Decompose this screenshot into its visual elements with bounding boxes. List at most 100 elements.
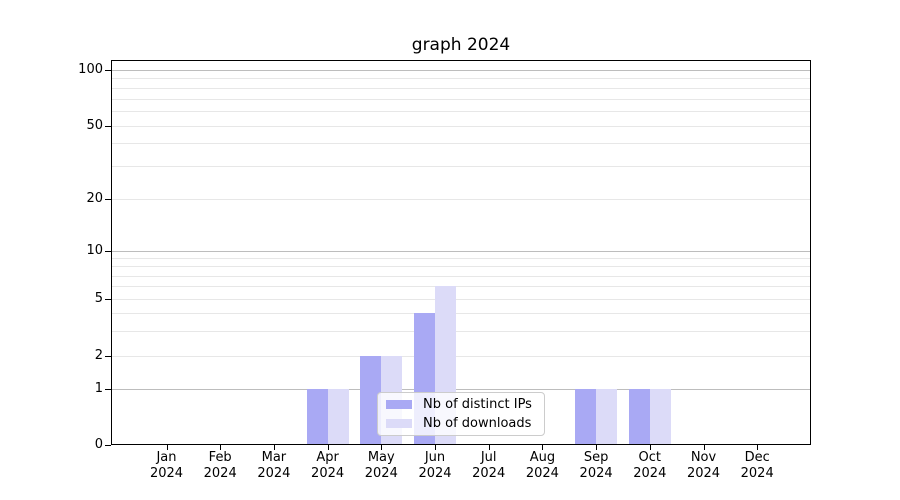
bar-downloads [649, 389, 671, 445]
x-tick-label: May 2024 [350, 450, 412, 482]
x-tick-mark [596, 445, 598, 450]
minor-gridline [111, 87, 811, 89]
minor-gridline [111, 110, 811, 112]
minor-gridline [111, 125, 811, 127]
x-tick-mark [703, 445, 705, 450]
bar-distinct-ips [306, 389, 328, 445]
y-tick-mark [105, 445, 111, 446]
x-tick-label: Oct 2024 [619, 450, 681, 482]
bar-downloads [327, 389, 349, 445]
x-tick-label: Mar 2024 [243, 450, 305, 482]
y-tick-mark [105, 70, 111, 71]
y-tick-label: 50 [86, 117, 103, 133]
x-tick-year: 2024 [257, 466, 291, 481]
y-tick-mark [105, 299, 111, 300]
major-gridline [111, 251, 811, 252]
minor-gridline [111, 166, 811, 168]
x-tick-year: 2024 [686, 466, 721, 481]
x-tick-month: Aug [529, 450, 556, 465]
x-tick-month: Jul [480, 450, 497, 465]
y-tick-label: 5 [94, 291, 103, 306]
y-tick-mark [105, 125, 111, 127]
major-gridline [111, 389, 811, 390]
legend-item-distinct-ips: Nb of distinct IPs [386, 397, 544, 412]
minor-gridline [111, 98, 811, 100]
x-tick-label: Nov 2024 [673, 450, 735, 482]
x-tick-month: Mar [261, 450, 287, 465]
bar-distinct-ips [575, 389, 597, 445]
x-tick-mark [488, 445, 490, 450]
minor-gridline [111, 78, 811, 80]
legend: Nb of distinct IPs Nb of downloads [377, 392, 545, 436]
y-tick-mark [105, 356, 111, 357]
x-tick-year: 2024 [472, 466, 506, 481]
x-tick-year: 2024 [740, 466, 774, 481]
x-tick-month: Oct [638, 450, 662, 465]
chart-title: graph 2024 [411, 35, 511, 55]
x-tick-mark [327, 445, 329, 450]
legend-swatch-downloads [386, 419, 412, 428]
legend-label-downloads: Nb of downloads [423, 416, 532, 431]
minor-gridline [111, 258, 811, 260]
bar-downloads [596, 389, 618, 445]
x-tick-year: 2024 [203, 466, 237, 481]
major-gridline [111, 70, 811, 71]
x-tick-month: Sep [583, 450, 609, 465]
legend-label-distinct-ips: Nb of distinct IPs [423, 397, 532, 412]
x-tick-label: Jan 2024 [136, 450, 198, 482]
x-tick-label: Sep 2024 [565, 450, 627, 482]
x-tick-label: Dec 2024 [726, 450, 788, 482]
minor-gridline [111, 312, 811, 314]
x-tick-year: 2024 [364, 466, 398, 481]
x-tick-label: Feb 2024 [189, 450, 251, 482]
plot-area [111, 60, 811, 445]
minor-gridline [111, 266, 811, 268]
x-tick-mark [166, 445, 168, 450]
minor-gridline [111, 198, 811, 200]
legend-item-downloads: Nb of downloads [386, 416, 544, 431]
x-tick-year: 2024 [579, 466, 613, 481]
x-tick-month: Nov [690, 450, 717, 465]
minor-gridline [111, 299, 811, 300]
y-tick-label: 1 [94, 381, 103, 396]
y-tick-mark [105, 198, 111, 200]
y-tick-label: 20 [86, 190, 103, 206]
x-tick-month: Apr [316, 450, 339, 465]
x-tick-label: Jul 2024 [458, 450, 520, 482]
x-tick-mark [220, 445, 222, 450]
x-tick-year: 2024 [149, 466, 184, 481]
x-tick-year: 2024 [311, 466, 345, 481]
minor-gridline [111, 286, 811, 288]
x-tick-month: Jan [156, 450, 177, 465]
bar-distinct-ips [360, 356, 382, 445]
minor-gridline [111, 356, 811, 357]
x-tick-mark [273, 445, 275, 450]
x-tick-mark [757, 445, 759, 450]
x-tick-mark [542, 445, 544, 450]
x-tick-year: 2024 [418, 466, 452, 481]
minor-gridline [111, 330, 811, 332]
bar-distinct-ips [628, 389, 650, 445]
x-tick-month: Jun [424, 450, 446, 465]
x-tick-year: 2024 [633, 466, 667, 481]
x-tick-mark [435, 445, 436, 450]
x-tick-label: Jun 2024 [404, 450, 466, 482]
x-tick-month: Feb [208, 450, 232, 465]
x-tick-mark [649, 445, 651, 450]
x-tick-month: May [367, 450, 395, 465]
y-tick-mark [105, 389, 111, 390]
x-tick-label: Aug 2024 [511, 450, 573, 482]
y-tick-mark [105, 251, 111, 252]
legend-swatch-distinct-ips [386, 400, 412, 409]
x-tick-mark [381, 445, 383, 450]
y-tick-label: 2 [94, 348, 103, 363]
minor-gridline [111, 275, 811, 277]
y-tick-label: 0 [94, 437, 103, 452]
minor-gridline [111, 143, 811, 145]
x-tick-year: 2024 [525, 466, 559, 481]
y-tick-label: 100 [78, 62, 103, 77]
x-tick-label: Apr 2024 [297, 450, 359, 482]
y-tick-label: 10 [86, 243, 103, 258]
x-tick-month: Dec [744, 450, 770, 465]
